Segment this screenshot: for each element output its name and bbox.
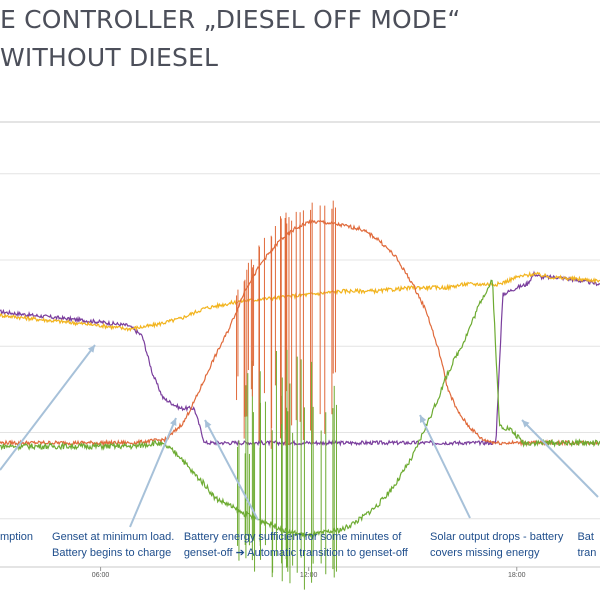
annotation-arrowhead xyxy=(87,345,95,353)
annotation-arrow xyxy=(0,344,96,471)
annotation-arrowhead xyxy=(205,420,212,428)
x-tick-label: 18:00 xyxy=(508,572,526,579)
x-axis-ticks: 06:00 12:00 18:00 xyxy=(92,567,526,579)
annotation-arrow xyxy=(419,414,471,519)
page-title-line-2: WITHOUT DIESEL xyxy=(0,43,219,72)
chart-frame xyxy=(0,121,600,568)
annotation-arrowhead xyxy=(420,415,427,423)
annotation-arrowhead xyxy=(522,420,530,428)
annotation-text: Battery begins to charge xyxy=(52,547,171,559)
grid-lines xyxy=(0,173,600,520)
annotation-arrow xyxy=(204,419,259,521)
series-lines xyxy=(0,200,600,590)
x-tick-label: 06:00 xyxy=(92,572,110,579)
annotation-arrows xyxy=(0,344,599,528)
annotations: mption Genset at minimum load. Battery beg… xyxy=(0,531,596,559)
annotation-text: genset-off ➔ Automatic transition to gen… xyxy=(184,547,409,559)
x-tick-label: 12:00 xyxy=(300,572,318,579)
series-line-purple xyxy=(0,270,600,447)
series-line-green xyxy=(0,279,600,539)
annotation-text: mption xyxy=(0,531,33,543)
annotation-arrowhead xyxy=(170,418,177,426)
annotation-text: Bat xyxy=(577,531,594,543)
annotation-text: covers missing energy xyxy=(430,547,540,559)
page-title-line-1: E CONTROLLER „DIESEL OFF MODE“ xyxy=(0,5,461,34)
annotation-text: Battery energy sufficient for some minut… xyxy=(184,531,402,543)
annotation-text: tran xyxy=(577,547,596,559)
annotation-arrow xyxy=(521,419,599,498)
annotation-text: Genset at minimum load. xyxy=(52,531,174,543)
annotation-text: Solar output drops - battery xyxy=(430,531,564,543)
annotation-arrow xyxy=(129,417,177,528)
